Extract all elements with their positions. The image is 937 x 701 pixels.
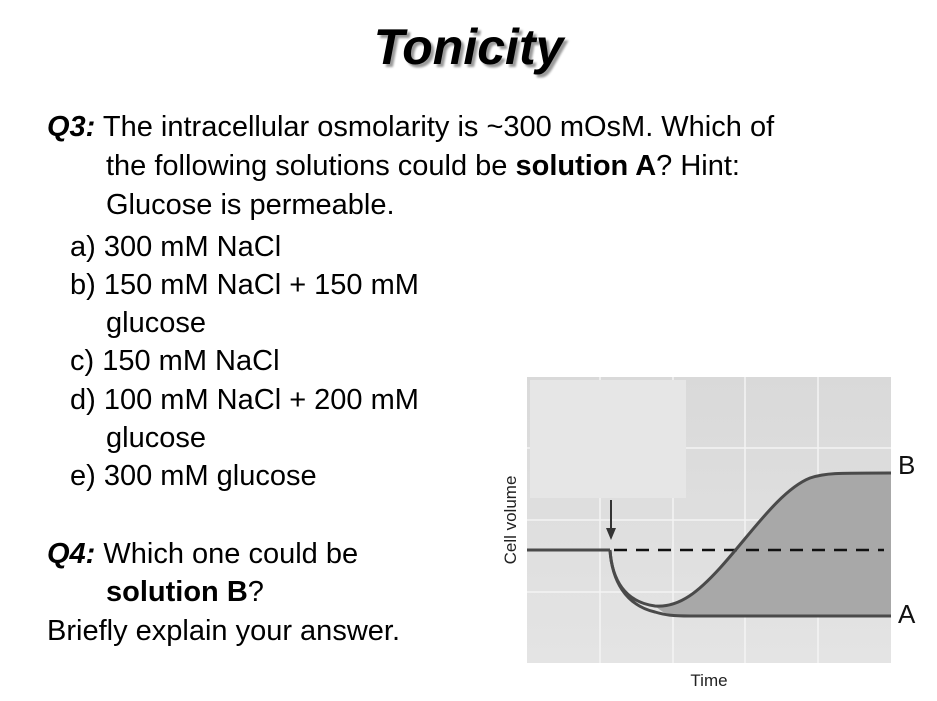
y-axis-label: Cell volume	[501, 476, 520, 565]
q3-text-2-pre: the following solutions could be	[106, 150, 516, 182]
option-letter: b)	[70, 269, 96, 301]
slide-title: Tonicity	[373, 19, 564, 75]
option-letter: d)	[70, 384, 96, 416]
option-text: 150 mM NaCl + 150 mM	[103, 269, 419, 301]
q4-line-3: Briefly explain your answer.	[47, 615, 400, 647]
q3-label: Q3:	[47, 111, 96, 143]
q4-line-1: Q4: Which one could be	[47, 535, 358, 573]
curve-b	[608, 471, 892, 608]
q3-text-1: The intracellular osmolarity is ~300 mOs…	[95, 111, 775, 143]
q3-line-2: the following solutions could be solutio…	[106, 147, 740, 185]
option-b-cont: glucose	[106, 307, 206, 339]
option-e: e) 300 mM glucose	[70, 457, 317, 495]
blank-box	[530, 380, 686, 498]
q4-text-2-post: ?	[247, 576, 264, 608]
option-letter: c)	[70, 345, 95, 377]
q4-solution-b: solution B	[106, 576, 248, 608]
series-label-a: A	[898, 599, 916, 629]
option-text: 300 mM NaCl	[103, 231, 282, 263]
option-d-cont: glucose	[106, 422, 206, 454]
option-b: b) 150 mM NaCl + 150 mM	[70, 266, 419, 304]
option-text: 100 mM NaCl + 200 mM	[103, 384, 419, 416]
q4-text-1: Which one could be	[95, 538, 359, 570]
option-d: d) 100 mM NaCl + 200 mM	[70, 381, 419, 419]
q3-text-2-post: ? Hint:	[656, 150, 740, 182]
q4-line-2: solution B?	[106, 573, 264, 611]
option-c: c) 150 mM NaCl	[70, 342, 280, 380]
option-text: 150 mM NaCl	[102, 345, 280, 377]
q3-solution-a: solution A	[515, 150, 657, 182]
x-axis-label: Time	[690, 671, 727, 690]
option-text: 300 mM glucose	[103, 460, 317, 492]
q4-label: Q4:	[47, 538, 96, 570]
option-letter: a)	[70, 231, 96, 263]
addition-arrow-icon	[606, 500, 616, 540]
shaded-region	[655, 473, 891, 616]
q3-line-3: Glucose is permeable.	[106, 189, 395, 221]
series-label-b: B	[898, 450, 915, 480]
option-letter: e)	[70, 460, 96, 492]
q3-line-1: Q3: The intracellular osmolarity is ~300…	[47, 108, 774, 146]
option-a: a) 300 mM NaCl	[70, 228, 281, 266]
